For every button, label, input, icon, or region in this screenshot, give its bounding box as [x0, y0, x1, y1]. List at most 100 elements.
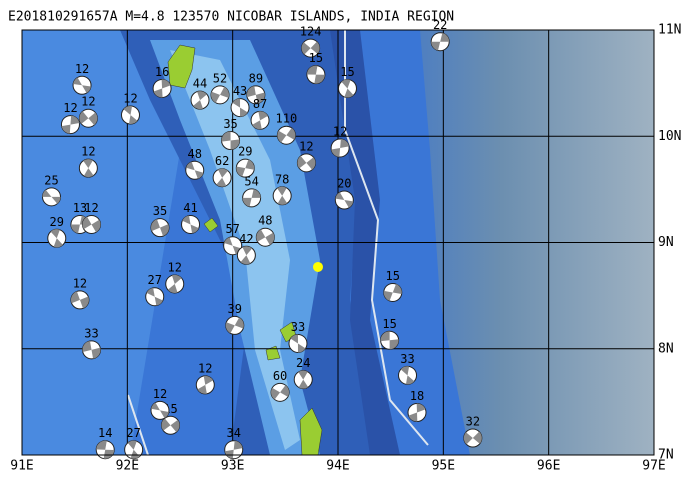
beachball: [383, 282, 403, 302]
beachball: [270, 382, 290, 402]
event-label: 43: [233, 84, 247, 98]
beachball-quadrant: [103, 449, 115, 459]
beachball-quadrant: [380, 331, 390, 342]
event-label: 48: [188, 147, 202, 161]
beachball-quadrant: [88, 112, 98, 126]
beachball-quadrant: [240, 107, 248, 117]
beachball-quadrant: [123, 106, 133, 115]
beachball: [235, 158, 255, 178]
beachball-quadrant: [265, 232, 275, 245]
beachball: [398, 365, 418, 385]
beachball-quadrant: [79, 111, 89, 124]
event-label: 12: [198, 361, 212, 375]
event-label: 60: [273, 369, 287, 383]
beachball: [463, 428, 483, 448]
beachball-quadrant: [146, 287, 155, 297]
beachball: [407, 403, 427, 422]
beachball-quadrant: [277, 130, 287, 143]
event-label: 12: [123, 92, 137, 106]
beachball-quadrant: [383, 290, 393, 301]
beachball-quadrant: [301, 42, 311, 55]
event-label: 15: [340, 65, 354, 79]
beachball-quadrant: [194, 170, 204, 179]
event-label: 33: [291, 320, 305, 334]
beachball: [293, 370, 313, 390]
beachball: [380, 330, 400, 350]
event-label: 16: [155, 65, 169, 79]
beachball: [145, 287, 165, 307]
event-label: 12: [168, 260, 182, 274]
beachball: [242, 188, 262, 208]
event-label: 44: [193, 77, 207, 91]
beachball: [195, 375, 215, 395]
lat-tick-label: 11N: [658, 23, 681, 38]
lon-tick-label: 93E: [221, 459, 244, 474]
lat-tick-label: 7N: [658, 448, 674, 463]
beachball-quadrant: [53, 238, 63, 248]
beachball-quadrant: [246, 85, 256, 98]
beachball-quadrant: [344, 200, 354, 208]
beachball-quadrant: [405, 375, 415, 385]
beachball: [152, 78, 172, 98]
event-label: 33: [400, 352, 414, 366]
event-label: 42: [239, 232, 253, 246]
event-label: 27: [147, 273, 161, 287]
beachball: [330, 138, 350, 158]
beachball-quadrant: [298, 379, 309, 389]
beachball: [120, 105, 140, 125]
beachball-quadrant: [277, 186, 287, 196]
event-label: 41: [183, 201, 197, 215]
beachball-quadrant: [224, 237, 233, 246]
beachball-quadrant: [232, 245, 242, 255]
beachball-quadrant: [221, 131, 231, 142]
beachball-quadrant: [82, 340, 92, 352]
beachball: [224, 440, 244, 460]
beachball-quadrant: [218, 168, 228, 178]
beachball-quadrant: [159, 224, 169, 237]
beachball-quadrant: [42, 189, 52, 197]
event-label: 52: [213, 71, 227, 85]
beachball-quadrant: [331, 147, 341, 157]
beachball-quadrant: [392, 284, 402, 295]
beachball-quadrant: [128, 115, 138, 124]
beachball-quadrant: [298, 370, 308, 380]
event-label: 62: [215, 154, 229, 168]
beachball: [301, 38, 321, 58]
beachball-quadrant: [224, 449, 234, 459]
beachball: [150, 218, 170, 238]
event-label: 57: [225, 222, 239, 236]
beachball-quadrant: [297, 343, 306, 353]
event-label: 48: [258, 214, 272, 228]
beachball-quadrant: [82, 85, 91, 94]
beachball-quadrant: [236, 166, 246, 177]
beachball-quadrant: [306, 157, 316, 170]
beachball-quadrant: [297, 155, 307, 169]
event-label: 25: [44, 173, 58, 187]
beachball: [276, 125, 296, 145]
event-label: 110: [276, 112, 298, 126]
beachball-quadrant: [242, 246, 253, 256]
beachball: [41, 187, 61, 207]
lat-tick-label: 9N: [658, 235, 674, 250]
beachball-quadrant: [171, 274, 182, 284]
beachball-quadrant: [230, 139, 240, 150]
beachball-quadrant: [252, 120, 262, 130]
beachball-quadrant: [50, 229, 60, 239]
beachball: [181, 214, 201, 234]
event-label: 22: [433, 18, 447, 32]
event-label: 54: [244, 174, 258, 188]
beachball-quadrant: [186, 161, 195, 171]
lon-tick-label: 94E: [326, 459, 349, 474]
beachball: [82, 340, 102, 360]
event-label: 124: [300, 25, 322, 39]
beachball-quadrant: [245, 159, 255, 170]
beachball-quadrant: [51, 196, 61, 204]
beachball: [221, 131, 241, 150]
title: E201810291657A M=4.8 123570 NICOBAR ISLA…: [8, 10, 454, 25]
beachball-quadrant: [193, 100, 203, 110]
beachball: [82, 214, 102, 234]
epicenter: [312, 261, 323, 272]
beachball-quadrant: [79, 296, 89, 309]
